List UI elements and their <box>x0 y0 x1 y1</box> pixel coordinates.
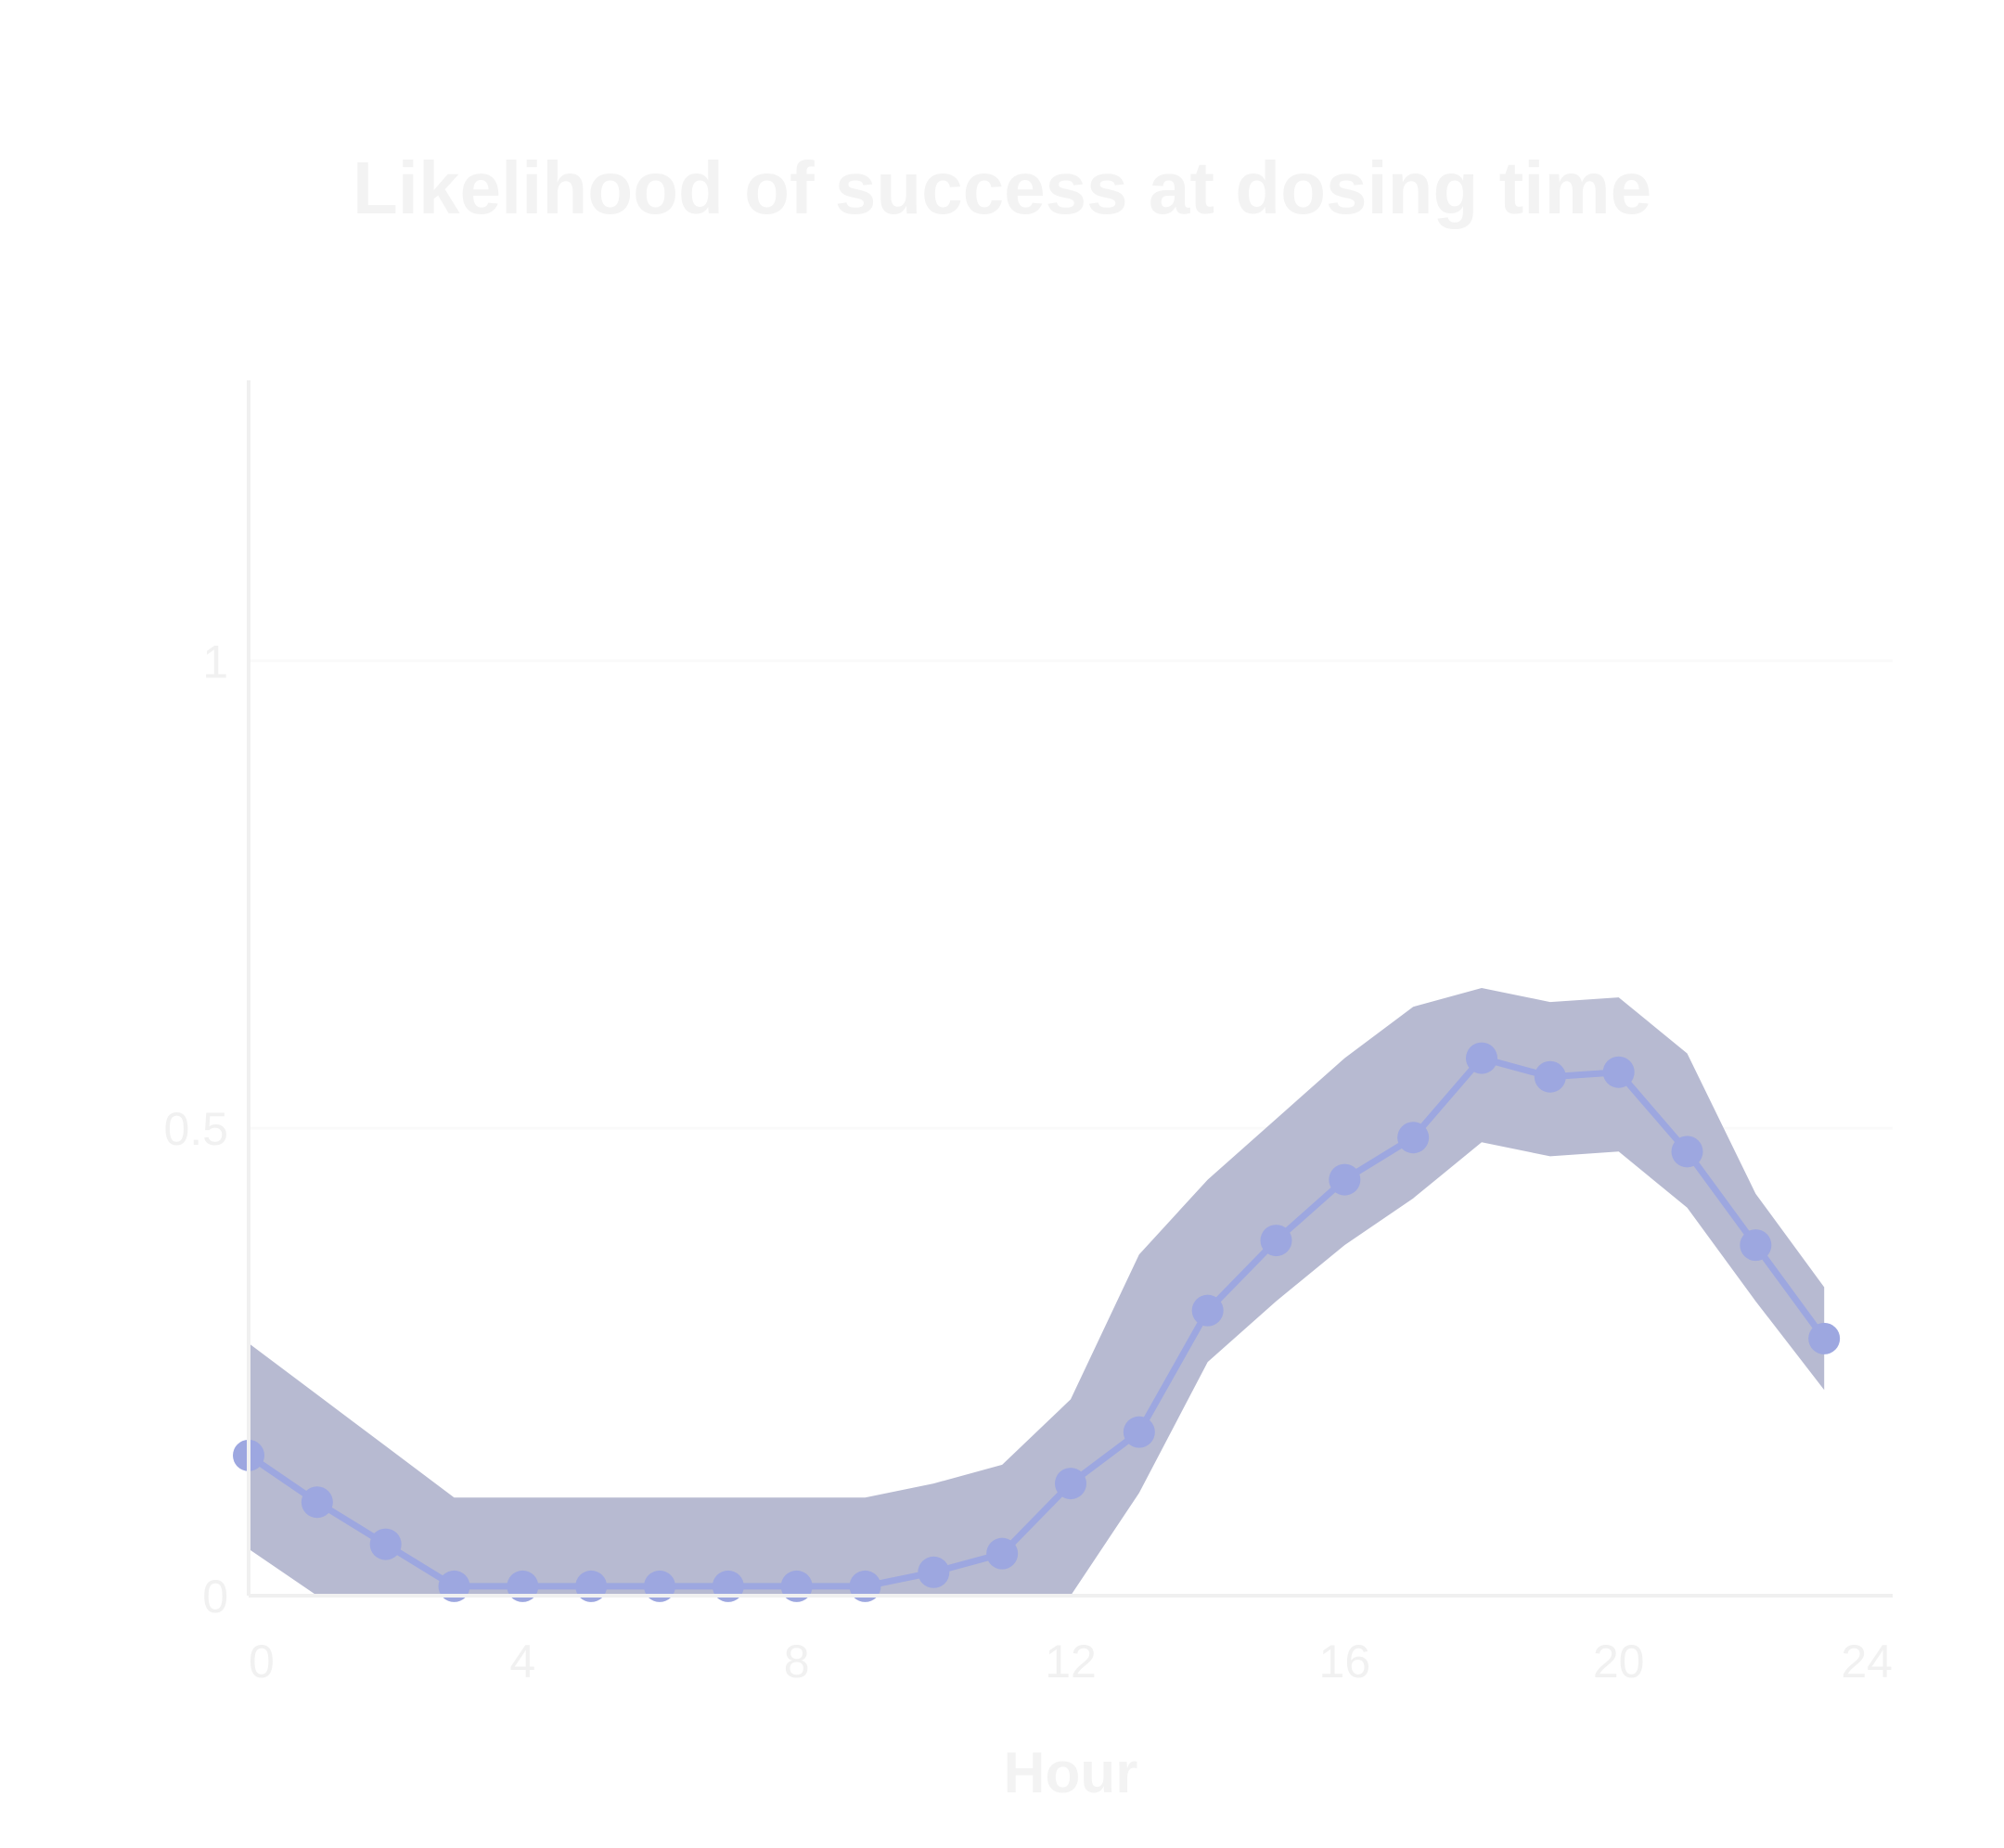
data-point <box>918 1556 950 1588</box>
x-tick-labels: 0 4 8 12 16 20 24 <box>249 1636 1893 1688</box>
data-point <box>1671 1136 1703 1168</box>
data-point <box>1329 1163 1361 1196</box>
x-tick-label: 24 <box>1841 1636 1893 1688</box>
data-point <box>1055 1468 1086 1500</box>
y-tick-label: 0 <box>202 1571 228 1623</box>
data-point <box>1123 1416 1155 1448</box>
data-point <box>369 1528 402 1560</box>
x-tick-label: 0 <box>249 1636 275 1688</box>
data-point <box>301 1486 333 1519</box>
x-tick-label: 4 <box>509 1636 535 1688</box>
data-point <box>1260 1225 1292 1257</box>
data-point <box>986 1537 1019 1570</box>
y-tick-label: 1 <box>202 635 228 687</box>
confidence-band-area <box>249 988 1825 1596</box>
data-point <box>1191 1294 1224 1327</box>
data-point <box>1397 1122 1430 1154</box>
x-tick-label: 16 <box>1319 1636 1371 1688</box>
x-tick-label: 8 <box>784 1636 810 1688</box>
y-tick-labels: 00.51 <box>163 635 228 1623</box>
x-tick-label: 20 <box>1593 1636 1645 1688</box>
x-axis-title: Hour <box>1004 1741 1138 1805</box>
y-tick-label: 0.5 <box>163 1103 228 1155</box>
data-point <box>1808 1322 1841 1354</box>
data-point <box>1740 1229 1772 1262</box>
x-tick-label: 12 <box>1045 1636 1097 1688</box>
data-point <box>1602 1056 1635 1088</box>
data-point <box>1466 1042 1497 1074</box>
data-point <box>1534 1060 1566 1093</box>
chart-title: Likelihood of success at dosing time <box>353 147 1651 229</box>
confidence-band <box>249 988 1825 1596</box>
